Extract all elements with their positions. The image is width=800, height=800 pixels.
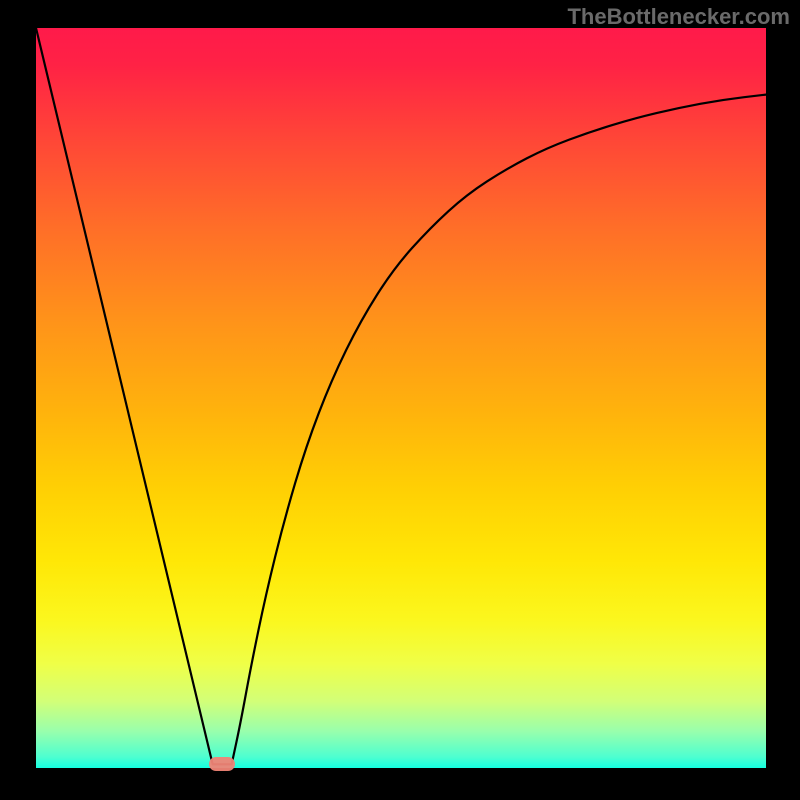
plot-area bbox=[36, 28, 766, 768]
chart-container: TheBottlenecker.com bbox=[0, 0, 800, 800]
watermark-text: TheBottlenecker.com bbox=[567, 4, 790, 30]
bottleneck-curve bbox=[36, 28, 766, 764]
curve-layer bbox=[36, 28, 766, 768]
minimum-marker bbox=[209, 757, 235, 771]
